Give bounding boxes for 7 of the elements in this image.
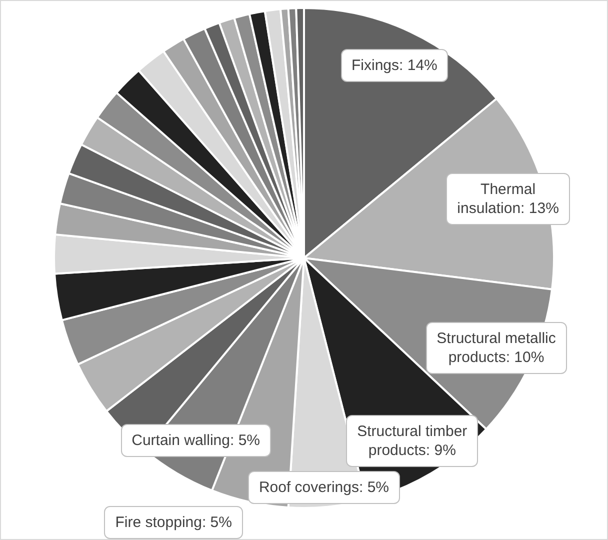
slice-label: Roof coverings: 5%	[258, 478, 390, 498]
slice-label: Curtain walling: 5%	[132, 431, 260, 450]
slice-label: Fire stopping: 5%	[115, 513, 232, 532]
slice-label: Thermal insulation: 13%	[457, 180, 559, 218]
slice-label: Fixings: 14%	[352, 56, 438, 76]
slice-label: Structural metallic products: 10%	[436, 329, 556, 368]
slice-label: Structural timber products: 9%	[357, 422, 468, 460]
